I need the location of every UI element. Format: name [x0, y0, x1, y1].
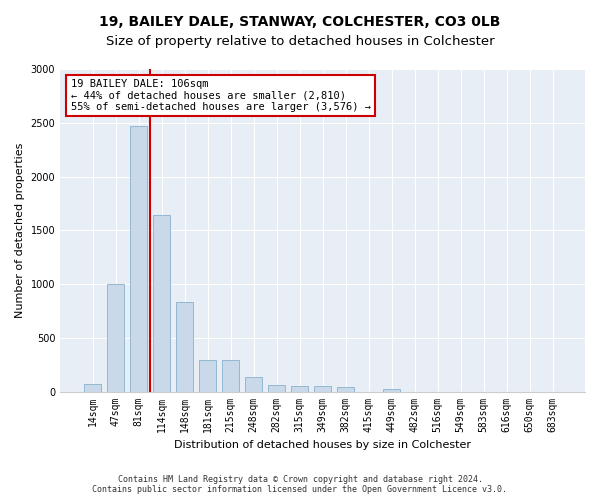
Bar — [153, 215, 170, 392]
Text: 19 BAILEY DALE: 106sqm
← 44% of detached houses are smaller (2,810)
55% of semi-: 19 BAILEY DALE: 106sqm ← 44% of detached… — [71, 78, 371, 112]
Bar — [107, 284, 124, 392]
Text: Size of property relative to detached houses in Colchester: Size of property relative to detached ho… — [106, 35, 494, 48]
Bar — [268, 384, 285, 392]
Bar — [291, 386, 308, 392]
Y-axis label: Number of detached properties: Number of detached properties — [15, 142, 25, 318]
Bar — [84, 384, 101, 392]
Bar — [176, 302, 193, 392]
Bar — [199, 360, 216, 392]
Bar — [383, 389, 400, 392]
Text: Contains HM Land Registry data © Crown copyright and database right 2024.
Contai: Contains HM Land Registry data © Crown c… — [92, 475, 508, 494]
Text: 19, BAILEY DALE, STANWAY, COLCHESTER, CO3 0LB: 19, BAILEY DALE, STANWAY, COLCHESTER, CO… — [100, 15, 500, 29]
Bar — [337, 388, 354, 392]
Bar — [314, 386, 331, 392]
Bar — [222, 360, 239, 392]
X-axis label: Distribution of detached houses by size in Colchester: Distribution of detached houses by size … — [174, 440, 471, 450]
Bar — [130, 126, 147, 392]
Bar — [245, 377, 262, 392]
